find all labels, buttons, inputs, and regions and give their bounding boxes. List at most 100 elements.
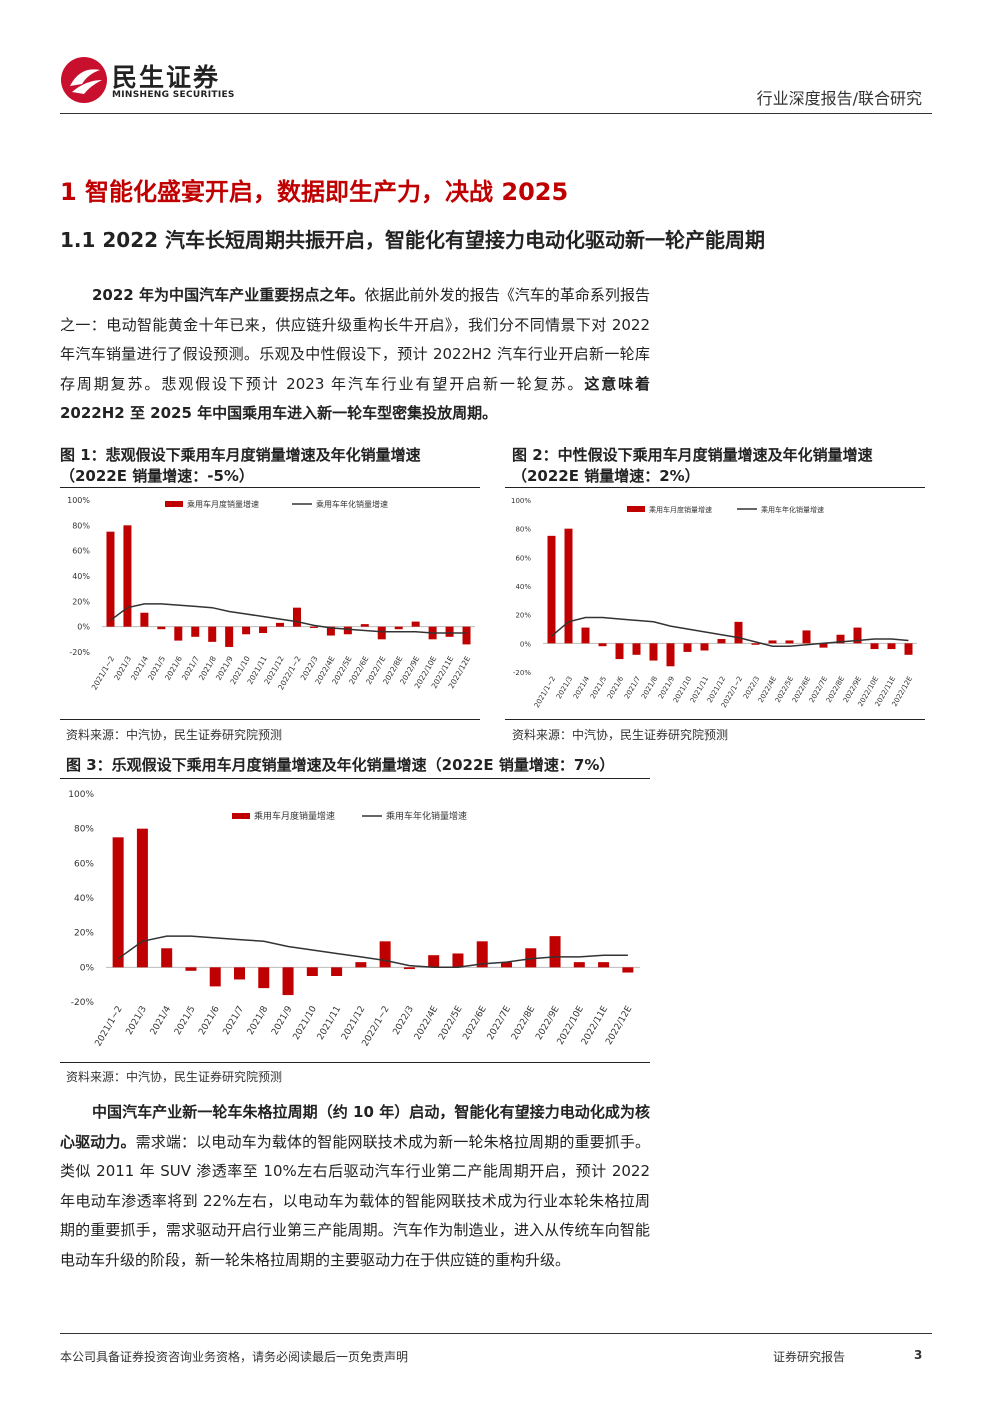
x-category-label: 2022/6E: [461, 1004, 488, 1042]
y-tick-label: -20%: [69, 648, 90, 657]
bar: [717, 639, 726, 644]
intro-bold-lead: 2022 年为中国汽车产业重要拐点之年。: [92, 286, 365, 304]
legend-bar-label: 乘用车月度销量增速: [254, 810, 335, 822]
figure-1-chart: 100%80%60%40%20%0%-20%2021/1~22021/32021…: [67, 496, 475, 691]
bar: [836, 634, 845, 644]
legend-bar-label: 乘用车月度销量增速: [649, 505, 712, 514]
y-tick-label: 80%: [515, 526, 531, 534]
bar: [870, 643, 879, 650]
y-tick-label: 40%: [72, 572, 90, 581]
bar: [258, 967, 270, 989]
bar: [598, 643, 607, 647]
y-tick-label: -20%: [513, 669, 531, 677]
x-category-label: 2021/1~2: [90, 654, 117, 691]
cycle-body: 需求端：以电动车为载体的智能网联技术成为新一轮朱格拉周期的重要抓手。类似 201…: [60, 1132, 650, 1269]
footer-divider: [60, 1333, 932, 1334]
figure-2-title: 图 2：中性假设下乘用车月度销量增速及年化销量增速（2022E 销量增速：2%）: [512, 446, 873, 485]
figure-3-source: 资料来源：中汽协，民生证券研究院预测: [66, 1070, 283, 1084]
x-category-label: 2022/5E: [437, 1004, 464, 1042]
x-category-label: 2021/8: [246, 1004, 271, 1037]
figure-3-bottom-rule: [60, 1062, 650, 1063]
bar: [112, 837, 124, 968]
bar: [360, 624, 369, 627]
x-category-label: 2021/1~2: [533, 675, 557, 709]
legend-line-label: 乘用车年化销量增速: [386, 810, 467, 822]
figure-3-chart: 100%80%60%40%20%0%-20%2021/1~2 2021/3 2021…: [68, 790, 640, 1049]
x-category-label: 2021/1~2: [94, 1005, 125, 1049]
bar: [904, 643, 913, 655]
x-category-label: 2022/9E: [534, 1004, 561, 1042]
figure-1-bottom-rule: [60, 719, 480, 720]
intro-bold-conclusion: 这意味着 2022H2 至 2025 年中国乘用车进入新一轮车型密集投放周期。: [60, 374, 650, 423]
legend-line-label: 乘用车年化销量增速: [761, 505, 824, 514]
x-category-label: 2021/10: [292, 1004, 319, 1042]
bar: [452, 953, 464, 968]
bar: [123, 525, 132, 627]
y-tick-label: 40%: [74, 894, 94, 904]
bar: [632, 643, 641, 655]
y-tick-label: 20%: [72, 597, 90, 606]
bar: [343, 626, 352, 635]
bar: [106, 531, 115, 627]
figure-1-source: 资料来源：中汽协，民生证券研究院预测: [66, 728, 283, 742]
bar: [734, 621, 743, 644]
bar: [476, 941, 488, 968]
y-tick-label: 60%: [72, 547, 90, 556]
y-tick-label: 40%: [515, 583, 531, 591]
x-category-label: 2022/4E: [413, 1004, 440, 1042]
y-tick-label: 100%: [511, 497, 531, 505]
cycle-bold-lead: 中国汽车产业新一轮车朱格拉周期（约 10 年）启动，智能化有望接力电动化成为核心…: [60, 1103, 650, 1151]
intro-body: 依据此前外发的报告《汽车的革命系列报告之一：电动智能黄金十年已来，供应链升级重构…: [60, 286, 650, 393]
logo-chinese-name: 民生证券: [112, 63, 221, 92]
report-type: 行业深度报告/联合研究: [756, 89, 922, 108]
bar: [666, 643, 675, 667]
bar: [185, 967, 197, 971]
x-category-label: 2021/7: [222, 1005, 246, 1037]
bar: [547, 535, 556, 644]
bar: [683, 643, 692, 652]
header-divider: [60, 113, 932, 114]
x-category-label: 2021/9: [270, 1004, 295, 1037]
cycle-paragraph: 中国汽车产业新一轮车朱格拉周期（约 10 年）启动，智能化有望接力电动化成为核心…: [60, 1098, 650, 1275]
bar: [751, 643, 760, 645]
x-category-label: 2021/11: [316, 1005, 343, 1042]
x-category-label: 2021/3: [125, 1005, 149, 1037]
y-tick-label: 60%: [515, 554, 531, 562]
bar: [428, 955, 440, 968]
figure-2-chart: 100%80%60%40%20%0%-20%2021/1~22021/32021…: [511, 497, 917, 709]
bar: [649, 643, 658, 661]
bar: [331, 967, 343, 976]
bar: [242, 626, 251, 635]
bar: [819, 643, 828, 648]
bar: [525, 948, 537, 968]
bar: [282, 967, 294, 996]
bar: [700, 643, 709, 651]
bar: [174, 626, 183, 641]
bar: [785, 640, 794, 644]
y-tick-label: 80%: [72, 521, 90, 530]
figure-2-bottom-rule: [505, 719, 925, 720]
bar: [276, 622, 285, 627]
legend-bar-swatch: [232, 813, 250, 819]
figure-1-top-rule: [60, 487, 480, 488]
bar: [208, 626, 217, 642]
bar: [853, 627, 862, 644]
annualized-growth-line: [117, 935, 628, 969]
bar: [403, 967, 415, 970]
bar: [306, 967, 318, 976]
y-tick-label: 100%: [67, 496, 90, 505]
figure-1-title: 图 1：悲观假设下乘用车月度销量增速及年化销量增速（2022E 销量增速：-5%…: [60, 446, 421, 485]
bar: [768, 640, 777, 644]
bar: [259, 626, 268, 633]
bar: [209, 967, 221, 987]
page-number: 3: [914, 1348, 923, 1362]
bar: [581, 627, 590, 644]
bar: [191, 626, 200, 637]
company-logo-icon: [61, 57, 107, 103]
bar: [292, 607, 301, 627]
bar: [309, 626, 318, 628]
bar: [377, 626, 386, 640]
y-tick-label: -20%: [71, 998, 95, 1008]
figure-3-top-rule: [60, 778, 650, 779]
bar: [501, 962, 512, 968]
